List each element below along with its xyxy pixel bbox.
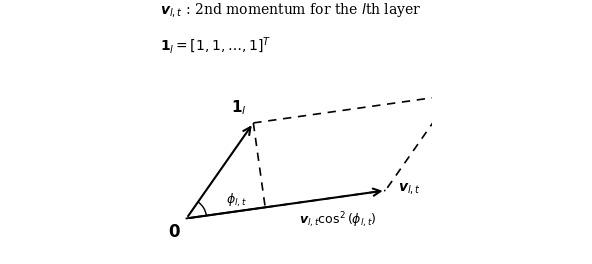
Text: $\mathbf{1}_l = [1, 1, \ldots, 1]^T$: $\mathbf{1}_l = [1, 1, \ldots, 1]^T$ bbox=[160, 36, 272, 56]
Text: $\mathbf{0}$: $\mathbf{0}$ bbox=[168, 224, 181, 241]
Text: $\boldsymbol{v}_{l,t}$ : 2nd momentum for the $l$th layer: $\boldsymbol{v}_{l,t}$ : 2nd momentum fo… bbox=[160, 1, 422, 19]
Text: $\boldsymbol{v}_{l,t}\cos^2(\phi_{l,t})$: $\boldsymbol{v}_{l,t}\cos^2(\phi_{l,t})$ bbox=[298, 210, 376, 230]
Text: $\mathbf{1}_l$: $\mathbf{1}_l$ bbox=[231, 98, 247, 117]
Text: $\boldsymbol{v}_{l,t}$: $\boldsymbol{v}_{l,t}$ bbox=[398, 182, 420, 197]
Text: $\phi_{l,t}$: $\phi_{l,t}$ bbox=[226, 191, 246, 209]
